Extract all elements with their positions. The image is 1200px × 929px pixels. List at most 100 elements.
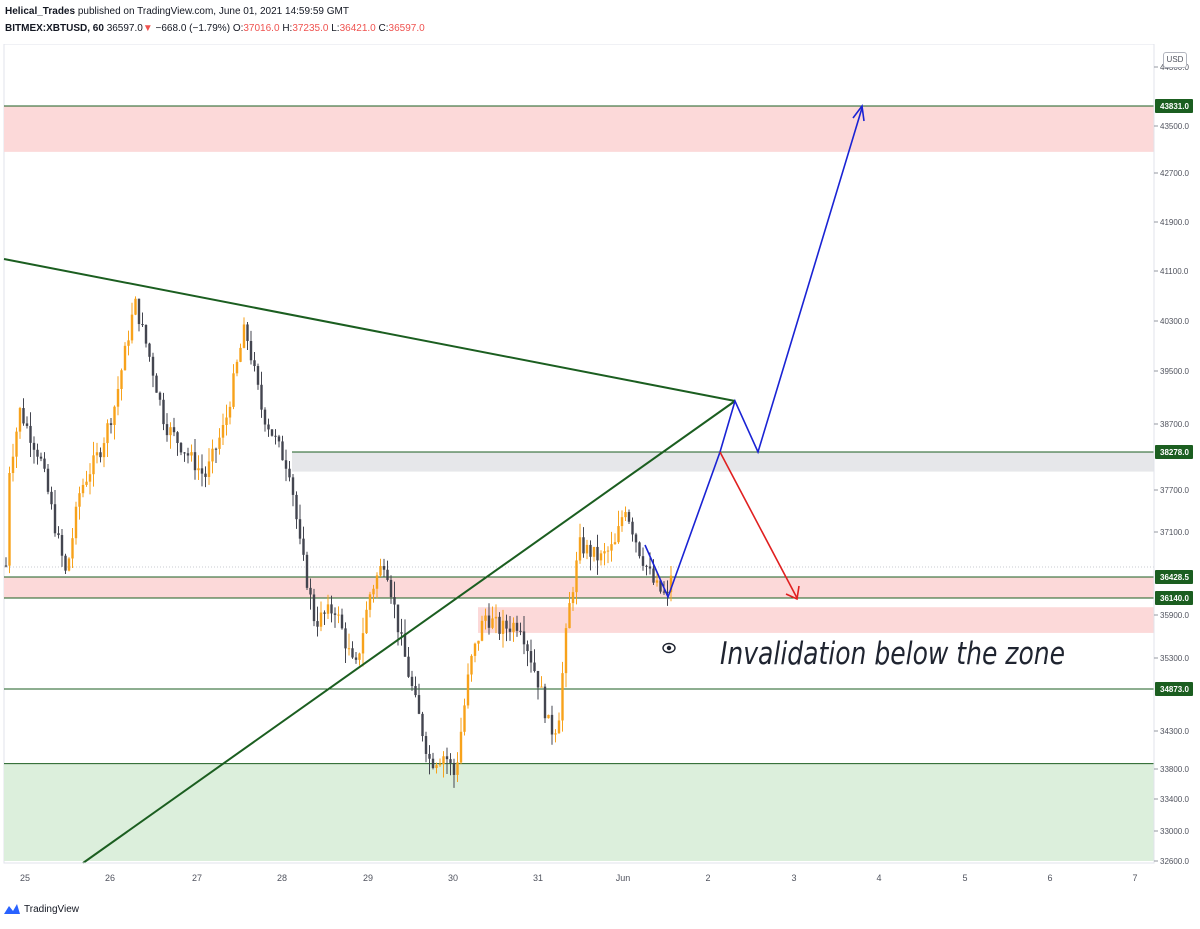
candle <box>141 324 144 326</box>
symbol-info: BITMEX:XBTUSD, 60 36597.0▼ −668.0 (−1.79… <box>5 23 425 34</box>
candle <box>169 427 172 436</box>
candle <box>207 461 211 477</box>
candle <box>568 603 571 629</box>
close-label: C: <box>378 23 389 34</box>
candle <box>529 651 533 663</box>
candle <box>561 673 564 721</box>
candle <box>127 340 130 346</box>
candle <box>421 713 424 737</box>
candle <box>617 526 620 543</box>
candle <box>365 609 368 634</box>
candle <box>50 491 53 505</box>
candle <box>557 720 561 734</box>
candle <box>582 537 585 554</box>
zone-resistance <box>478 607 1154 633</box>
candle <box>410 676 414 687</box>
zone-resistance <box>4 577 1154 598</box>
candle <box>589 544 592 557</box>
candle <box>515 622 519 631</box>
y-tick-label: 33000.0 <box>1160 827 1189 836</box>
candle <box>99 452 102 458</box>
candle <box>218 437 221 449</box>
candle <box>113 406 116 425</box>
candle <box>102 443 106 458</box>
candle <box>634 534 638 543</box>
candle <box>144 325 148 344</box>
y-tick-label: 37100.0 <box>1160 528 1189 537</box>
candle <box>256 366 260 385</box>
candle <box>386 569 389 580</box>
candle <box>543 686 547 719</box>
candle <box>326 604 330 614</box>
down-arrow-icon: ▼ <box>142 23 153 34</box>
candle <box>414 686 417 696</box>
candle <box>32 442 36 450</box>
candle <box>431 758 435 768</box>
candle <box>29 425 32 443</box>
candle <box>319 612 323 627</box>
candle <box>130 314 134 341</box>
price-label-box <box>1155 99 1193 113</box>
price-label: 38278.0 <box>1160 448 1189 457</box>
candle <box>25 423 29 426</box>
x-tick-label: Jun <box>616 873 631 883</box>
publish-info: Helical_Trades published on TradingView.… <box>5 6 349 17</box>
y-tick-label: 35300.0 <box>1160 654 1189 663</box>
y-tick-label: 35900.0 <box>1160 611 1189 620</box>
trendlines-layer <box>3 258 736 864</box>
y-tick-label: 41100.0 <box>1160 267 1189 276</box>
candle <box>22 408 25 424</box>
low-label: L: <box>331 23 340 34</box>
price-label-box <box>1155 570 1193 584</box>
eye-icon[interactable] <box>662 642 676 654</box>
y-tick-label: 32600.0 <box>1160 857 1189 866</box>
zone-resistance <box>4 106 1154 152</box>
x-tick-label: 4 <box>876 873 881 883</box>
candle <box>575 560 578 593</box>
candle <box>43 458 46 469</box>
candle <box>197 468 200 471</box>
candle <box>459 731 463 763</box>
bullish-projection-arrow <box>644 107 863 600</box>
candle <box>669 575 673 593</box>
candle <box>242 324 246 348</box>
candle <box>193 452 197 471</box>
candle <box>291 477 295 495</box>
candle <box>452 762 456 775</box>
candle <box>550 714 554 735</box>
x-tick-label: 27 <box>192 873 202 883</box>
candle <box>554 733 557 735</box>
price-label-box <box>1155 591 1193 605</box>
x-tick-label: 26 <box>105 873 115 883</box>
candle <box>396 604 400 633</box>
candle <box>578 537 582 561</box>
x-tick-label: 30 <box>448 873 458 883</box>
candle <box>655 580 659 583</box>
y-tick-label: 40300.0 <box>1160 317 1189 326</box>
candle <box>221 424 225 438</box>
candle <box>116 388 120 407</box>
price-axis[interactable]: 44300.043500.042700.041900.041100.040300… <box>1153 44 1193 866</box>
y-tick-label: 33800.0 <box>1160 765 1189 774</box>
currency-badge[interactable]: USD <box>1163 52 1187 68</box>
candle <box>78 493 81 507</box>
candle <box>519 630 522 632</box>
footer-brand: TradingView <box>24 903 80 915</box>
candle <box>645 565 648 567</box>
descending-trendline <box>3 258 736 402</box>
candle <box>393 597 396 605</box>
candle <box>564 628 568 674</box>
candle <box>368 594 372 610</box>
candle <box>477 640 480 644</box>
candle <box>214 448 218 450</box>
open-label: O: <box>232 23 244 34</box>
time-axis[interactable]: 25 26 27 28 29 30 31 Jun 2 3 4 5 6 7 <box>4 862 1154 883</box>
y-tick-label: 37700.0 <box>1160 486 1189 495</box>
y-tick-label: 38700.0 <box>1160 420 1189 429</box>
price-chart[interactable]: 44300.043500.042700.041900.041100.040300… <box>0 44 1200 890</box>
candle <box>88 474 92 482</box>
tradingview-logo[interactable]: TradingView <box>3 902 79 916</box>
candle <box>470 655 473 675</box>
candle <box>407 656 410 677</box>
candle <box>596 546 599 561</box>
